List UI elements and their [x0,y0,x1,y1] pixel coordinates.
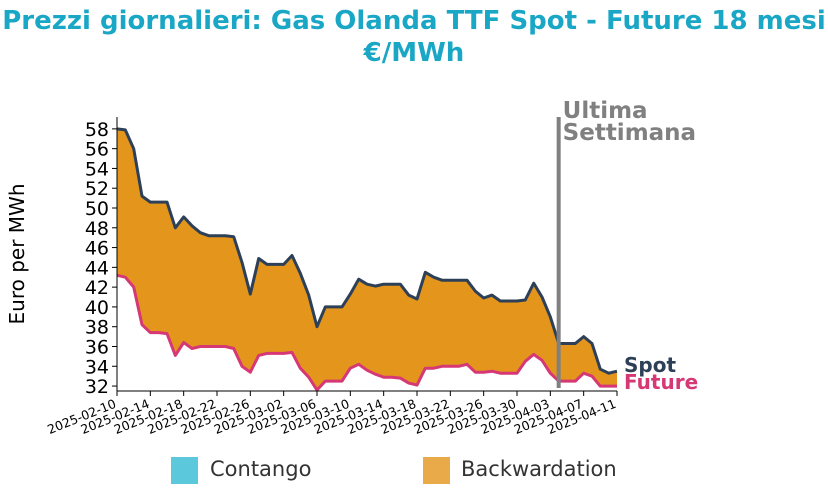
last-week-label-line1: Ultima [563,98,648,124]
y-tick-label: 46 [85,238,109,260]
y-axis-label: Euro per MWh [5,184,29,325]
legend-swatch-contango [171,457,198,484]
last-week-label-line2: Settimana [563,120,696,146]
chart-title-line2: €/MWh [363,38,465,68]
y-tick-label: 58 [85,119,109,141]
y-tick-label: 56 [85,139,109,161]
y-tick-label: 40 [85,297,109,319]
y-tick-label: 48 [85,218,109,240]
backwardation-area [117,128,617,390]
y-tick-label: 54 [85,158,109,180]
y-tick-label: 38 [85,317,109,339]
spot-series-label: Spot [624,353,676,377]
y-tick-label: 42 [85,277,109,299]
y-tick-label: 32 [85,376,109,398]
chart-title-line1: Prezzi giornalieri: Gas Olanda TTF Spot … [2,6,826,36]
legend-label-contango: Contango [210,457,312,481]
y-tick-label: 44 [85,257,109,279]
future-line [116,273,617,392]
y-tick-label: 34 [85,356,109,378]
legend-label-backwardation: Backwardation [461,457,617,481]
y-tick-label: 50 [85,198,109,220]
future-series-label: Future [624,370,698,394]
y-tick-label: 36 [85,336,109,358]
legend-swatch-backwardation [423,457,450,484]
spot-line [116,127,618,375]
y-tick-label: 52 [85,178,109,200]
